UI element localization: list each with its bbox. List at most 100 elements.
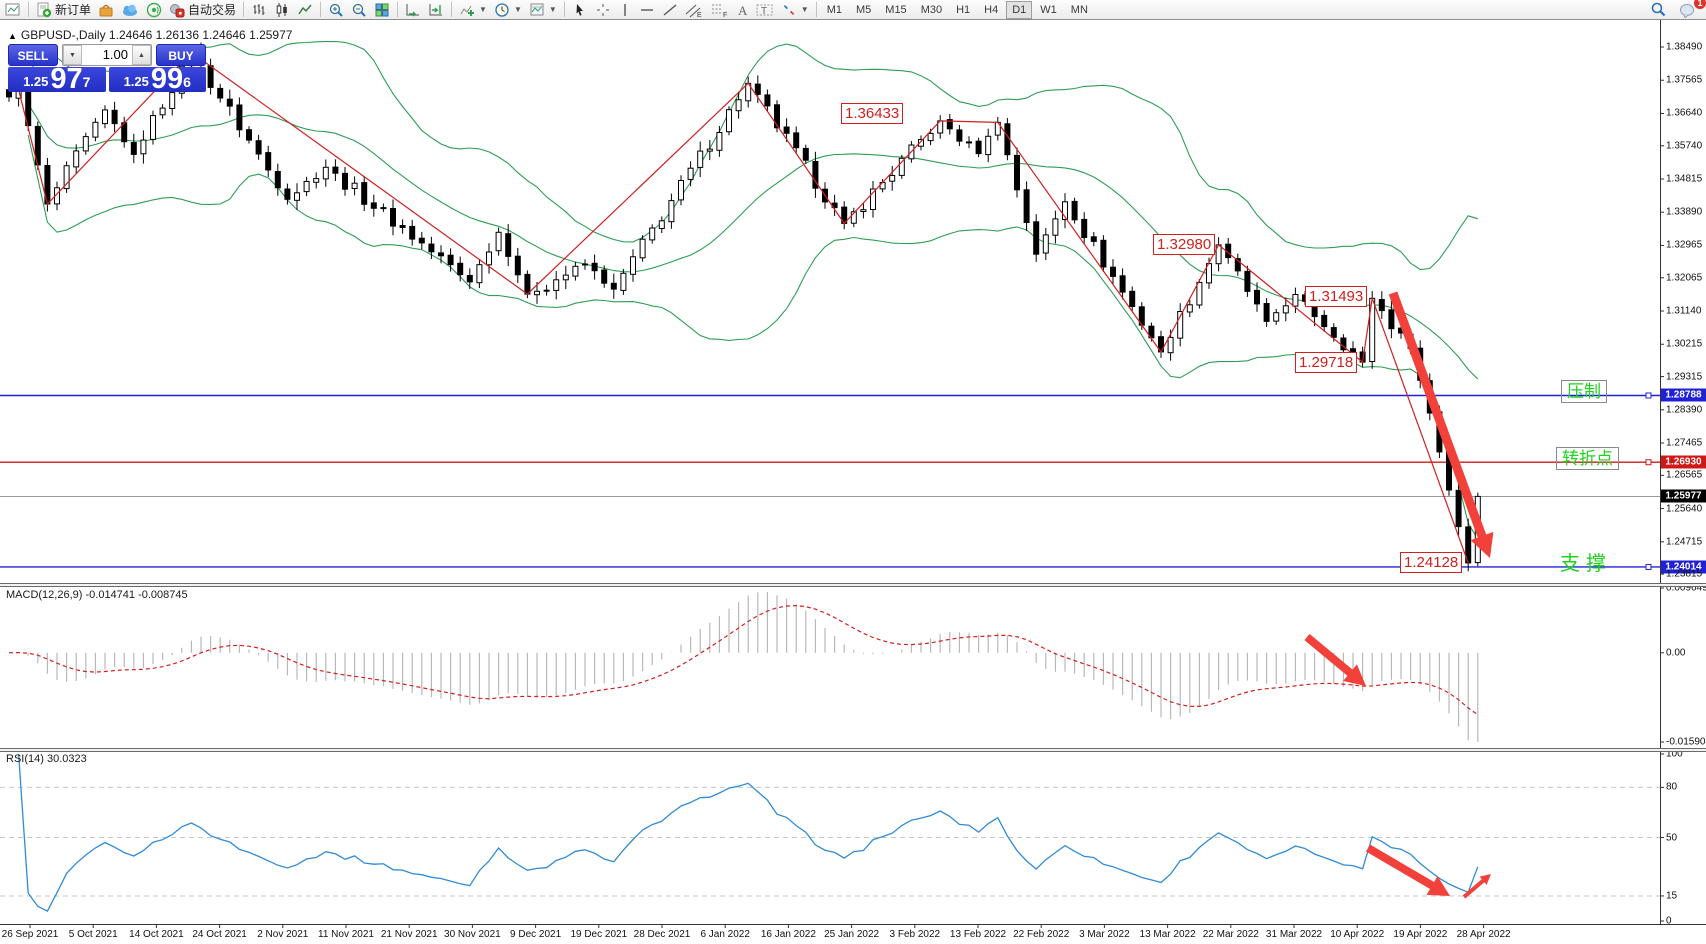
annotation-支撑[interactable]: 支撑 (1560, 552, 1612, 575)
annotation-转折点[interactable]: 转折点 (1556, 447, 1619, 471)
trend-arrow-shaft-0[interactable] (1388, 291, 1487, 540)
sell-button[interactable]: SELL (8, 44, 58, 66)
arrows-button[interactable]: ▼ (778, 1, 812, 19)
date-axis-label: 5 Oct 2021 (68, 929, 118, 940)
swing-price-label-4[interactable]: 1.24128 (1400, 552, 1463, 573)
swing-price-label-2[interactable]: 1.31493 (1305, 286, 1368, 307)
candle (572, 265, 579, 277)
date-axis-label: 22 Feb 2022 (1013, 929, 1070, 940)
buy-button[interactable]: BUY (156, 44, 206, 66)
sell-quote[interactable]: 1.25 97 7 (8, 63, 106, 95)
candle (1234, 258, 1241, 272)
level-handle-2[interactable] (1645, 563, 1652, 570)
level-price-tag-0: 1.28788 (1661, 388, 1706, 402)
price-axis-label: 1.35740 (1666, 140, 1703, 152)
macd-label: MACD(12,26,9) -0.014741 -0.008745 (6, 589, 188, 601)
timeframe-button-H4[interactable]: H4 (984, 3, 999, 16)
collapse-triangle-icon[interactable]: ▲ (8, 31, 17, 41)
pane-separator[interactable] (0, 748, 1706, 752)
toolbar-separator (451, 2, 453, 17)
text-label-button[interactable]: T (753, 1, 777, 19)
line-chart-button[interactable] (294, 1, 316, 19)
swing-price-label-3[interactable]: 1.29718 (1295, 352, 1358, 373)
candlestick-button[interactable] (271, 1, 293, 19)
timeframe-button-MN[interactable]: MN (1070, 3, 1088, 16)
volume-input[interactable]: 1.00 (102, 47, 128, 62)
chart-shift-button[interactable] (425, 1, 447, 19)
market-icon[interactable] (95, 1, 117, 19)
level-handle-0[interactable] (1645, 392, 1652, 399)
trend-arrow-head-1[interactable] (1343, 664, 1366, 686)
new-order-label: 新订单 (55, 3, 92, 17)
crosshair-button[interactable] (592, 1, 614, 19)
cursor-button[interactable] (569, 1, 591, 19)
zoom-in-button[interactable] (325, 1, 347, 19)
level-handle-1[interactable] (1645, 459, 1652, 466)
candle (1254, 289, 1260, 305)
candle (102, 109, 108, 125)
timeframe-button-W1[interactable]: W1 (1040, 3, 1057, 16)
trend-arrow-head-2[interactable] (1426, 876, 1450, 896)
timeframe-button-H1[interactable]: H1 (956, 3, 971, 16)
candle (783, 126, 790, 134)
new-order-button[interactable]: 新订单 (33, 1, 94, 19)
annotation-压制[interactable]: 压制 (1561, 380, 1607, 404)
trend-arrow-shaft-2[interactable] (1365, 844, 1436, 890)
tile-windows-button[interactable] (371, 1, 393, 19)
timeframe-button-M30[interactable]: M30 (920, 3, 943, 16)
candle (226, 98, 233, 107)
autotrading-button[interactable]: 自动交易 (166, 1, 239, 19)
candle (850, 211, 857, 224)
community-icon[interactable] (118, 1, 142, 19)
zigzag-line[interactable] (18, 51, 1469, 564)
candle (582, 263, 588, 266)
fibonacci-button[interactable]: F (707, 1, 731, 19)
trend-arrow-shaft-3[interactable] (1462, 877, 1486, 899)
timeframe-button-M15[interactable]: M15 (885, 3, 907, 16)
candle (418, 237, 425, 244)
horizontal-line-button[interactable] (636, 1, 658, 19)
date-axis-label: 19 Apr 2022 (1393, 929, 1448, 940)
equidistant-channel-button[interactable]: E (682, 1, 706, 19)
buy-price-small: 1.25 (123, 74, 149, 89)
search-icon[interactable] (1647, 1, 1670, 19)
sell-price-sup: 7 (82, 74, 91, 90)
signals-icon[interactable] (143, 1, 165, 19)
trend-arrow-head-3[interactable] (1479, 874, 1491, 885)
timeframe-button-M5[interactable]: M5 (856, 3, 872, 16)
timeframe-button-D1[interactable]: D1 (1006, 0, 1033, 19)
buy-quote[interactable]: 1.25 99 6 (108, 65, 206, 94)
trend-arrow-shaft-1[interactable] (1304, 633, 1355, 678)
trend-arrow-head-0[interactable] (1470, 531, 1494, 558)
price-axis-label: 1.26565 (1666, 469, 1703, 481)
zoom-out-button[interactable] (348, 1, 370, 19)
buy-price-sup: 6 (183, 74, 191, 90)
notifications-icon[interactable]: 1 (1676, 0, 1706, 19)
terminal-icon[interactable] (2, 1, 24, 19)
text-button[interactable]: A (732, 1, 752, 19)
timeframe-button-M1[interactable]: M1 (826, 3, 842, 16)
sell-price-big: 97 (50, 63, 83, 95)
volume-down-button[interactable]: ▼ (63, 45, 82, 65)
swing-price-label-0[interactable]: 1.36433 (841, 103, 904, 124)
auto-scroll-button[interactable] (402, 1, 424, 19)
trendline-button[interactable] (659, 1, 681, 19)
bar-chart-button[interactable] (248, 1, 270, 19)
candle (342, 172, 348, 190)
candle (630, 256, 636, 275)
rsi-axis-label: 100 (1666, 748, 1683, 760)
pane-separator[interactable] (0, 583, 1706, 587)
chevron-down-icon: ▼ (513, 5, 522, 14)
templates-button[interactable]: ▼ (526, 1, 560, 19)
swing-price-label-1[interactable]: 1.32980 (1153, 234, 1216, 255)
vertical-line-button[interactable] (615, 1, 635, 19)
volume-up-button[interactable]: ▲ (132, 45, 151, 65)
candle (150, 115, 156, 140)
candle (1186, 304, 1193, 313)
periods-button[interactable]: ▼ (491, 1, 525, 19)
indicators-button[interactable]: ▼ (456, 1, 490, 19)
candle (1081, 218, 1088, 238)
candle (495, 231, 502, 252)
rsi-value: 30.0323 (46, 753, 87, 765)
